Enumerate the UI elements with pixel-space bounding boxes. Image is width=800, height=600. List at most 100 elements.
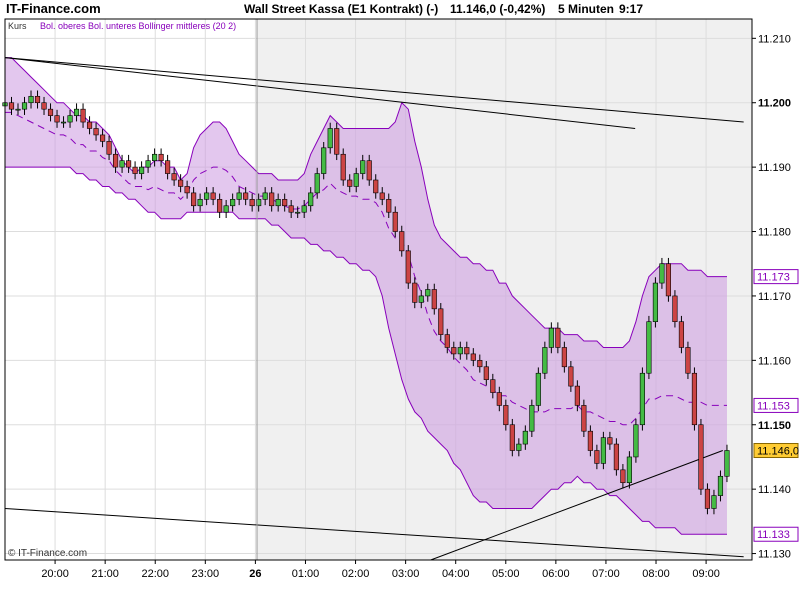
candle-down-body	[678, 321, 685, 348]
candle	[178, 174, 184, 193]
candle-down-body	[561, 347, 567, 368]
candle	[392, 206, 398, 238]
candle	[483, 360, 489, 386]
candle-down-body	[80, 108, 86, 123]
candle-up-body	[639, 372, 645, 426]
candle	[73, 103, 80, 122]
candle-down-body	[282, 199, 288, 207]
y-tick-label: 11.130	[758, 549, 791, 561]
candle-down-body	[34, 95, 41, 104]
candle	[106, 135, 112, 161]
bollinger-band-fill	[5, 57, 727, 535]
candle	[438, 303, 444, 341]
candle-up-body	[516, 443, 522, 451]
price-tag-label: 11.133	[757, 529, 790, 541]
candle-down-body	[379, 192, 385, 200]
copyright: © IT-Finance.com	[8, 548, 87, 559]
candle-down-body	[158, 153, 164, 161]
candle	[197, 193, 203, 212]
candle	[685, 341, 691, 380]
candle	[412, 277, 418, 309]
candle-down-body	[171, 173, 177, 181]
candle-up-body	[204, 192, 210, 200]
x-tick-label: 04:00	[442, 568, 470, 580]
x-tick-label: 08:00	[642, 568, 670, 580]
trendline	[4, 57, 636, 129]
candle	[119, 154, 125, 173]
candle	[646, 315, 652, 380]
x-tick-label: 20:00	[41, 568, 69, 580]
candle	[67, 109, 73, 128]
candle	[327, 122, 333, 154]
candle-down-body	[496, 392, 502, 406]
candle-down-body	[386, 199, 392, 213]
candle	[594, 444, 600, 470]
candle-up-body	[353, 173, 359, 187]
candle	[126, 154, 132, 173]
candle-down-body	[54, 115, 60, 123]
candle	[704, 483, 711, 515]
candle	[165, 154, 171, 180]
candle	[535, 367, 541, 412]
candle-up-body	[15, 108, 21, 111]
candle-down-body	[334, 128, 340, 155]
candle	[477, 354, 483, 373]
candle-up-body	[633, 424, 639, 458]
candle	[425, 283, 431, 302]
candle	[574, 380, 580, 412]
candle	[444, 328, 450, 354]
candle	[639, 367, 645, 431]
candle-down-body	[405, 250, 411, 284]
candle-down-body	[464, 347, 470, 355]
candle-up-body	[535, 372, 541, 406]
candle-up-body	[314, 173, 320, 194]
candle-up-body	[724, 450, 730, 477]
candle-down-body	[41, 102, 47, 110]
candle-down-body	[191, 192, 197, 207]
candle	[314, 167, 320, 199]
candle-down-body	[340, 153, 346, 181]
candle-down-body	[444, 334, 450, 348]
price-tag-box	[753, 397, 799, 413]
price-tags: 11.173 11.153 11.146,0 11.133	[753, 269, 799, 542]
candle-down-body	[470, 353, 476, 361]
candle	[60, 116, 67, 128]
candle	[93, 122, 99, 141]
site-name: IT-Finance.com	[6, 1, 101, 16]
candle	[717, 470, 724, 502]
candle	[509, 418, 515, 457]
candle	[470, 348, 476, 367]
candle	[8, 96, 15, 115]
candle	[28, 90, 34, 109]
candle	[256, 193, 262, 212]
candle	[217, 193, 223, 219]
candle	[379, 187, 385, 206]
candle-up-body	[223, 205, 229, 213]
candle	[613, 438, 619, 476]
candle-down-body	[613, 443, 619, 471]
candle-down-body	[568, 366, 574, 387]
candle-up-body	[28, 95, 34, 104]
y-tick-label: 11.160	[758, 355, 791, 367]
candle-down-body	[704, 488, 711, 509]
candle	[340, 148, 346, 186]
candle	[366, 154, 372, 186]
candle	[184, 180, 190, 199]
candle	[678, 315, 685, 354]
candle	[659, 257, 665, 289]
candle	[464, 341, 470, 360]
candle-down-body	[210, 192, 216, 200]
candle	[522, 425, 528, 450]
candle	[139, 161, 145, 180]
candle-up-body	[646, 321, 652, 374]
candle	[457, 341, 463, 360]
candle	[230, 193, 236, 212]
candle	[711, 489, 717, 515]
candle-down-body	[438, 308, 444, 335]
plot-frame	[4, 18, 753, 561]
candle-down-body	[685, 347, 691, 374]
x-tick-label: 22:00	[141, 568, 169, 580]
candle-up-body	[301, 205, 307, 213]
candle	[47, 103, 54, 122]
